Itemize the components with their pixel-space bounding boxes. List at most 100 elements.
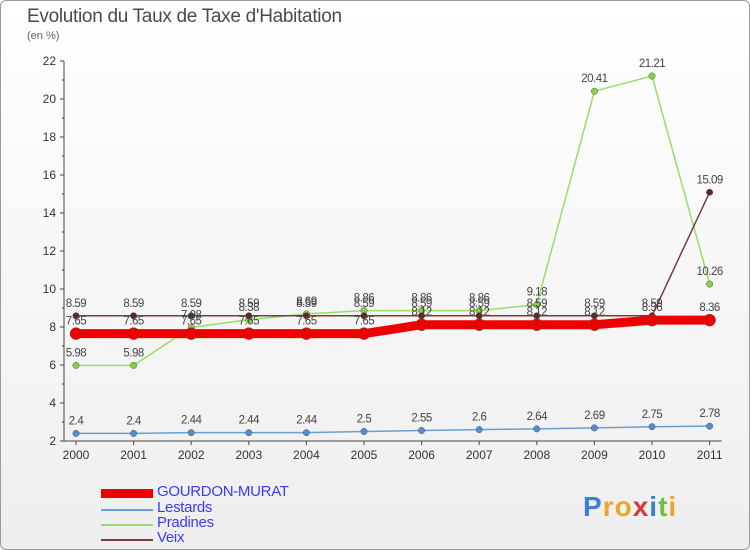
y-tick-label: 18 bbox=[43, 130, 57, 144]
data-label: 2.44 bbox=[239, 415, 260, 427]
data-label: 8.38 bbox=[239, 302, 259, 314]
data-point bbox=[184, 327, 198, 340]
data-point bbox=[588, 318, 601, 331]
x-tick-label: 2002 bbox=[178, 448, 205, 462]
chart-title: Evolution du Taux de Taxe d'Habitation bbox=[27, 6, 342, 27]
x-tick-label: 2007 bbox=[466, 448, 493, 462]
data-label: 7.65 bbox=[181, 316, 201, 328]
data-label: 10.26 bbox=[696, 266, 722, 278]
data-point bbox=[415, 318, 428, 331]
data-label: 7.65 bbox=[66, 316, 86, 328]
data-label: 8.59 bbox=[469, 298, 489, 310]
data-point bbox=[590, 87, 598, 95]
data-label: 8.59 bbox=[123, 298, 143, 310]
data-label: 7.65 bbox=[354, 316, 374, 328]
data-point bbox=[130, 361, 138, 369]
data-point bbox=[300, 327, 313, 340]
data-label: 2.75 bbox=[642, 409, 662, 421]
x-tick-label: 2000 bbox=[63, 448, 90, 462]
x-tick-label: 2003 bbox=[235, 448, 262, 462]
data-label: 8.86 bbox=[354, 293, 374, 305]
data-point bbox=[242, 327, 256, 340]
data-point bbox=[645, 313, 659, 327]
data-label: 2.6 bbox=[472, 412, 487, 424]
data-point bbox=[418, 427, 426, 434]
y-tick-label: 8 bbox=[49, 320, 56, 334]
data-label: 8.59 bbox=[354, 298, 374, 310]
y-tick-label: 2 bbox=[49, 434, 56, 448]
data-point bbox=[706, 280, 714, 288]
x-tick-label: 2005 bbox=[351, 448, 378, 462]
data-point bbox=[130, 429, 138, 437]
data-label: 2.55 bbox=[411, 413, 431, 425]
legend-swatch bbox=[101, 539, 153, 541]
y-tick-label: 14 bbox=[43, 206, 57, 220]
legend-label: Pradines bbox=[157, 514, 214, 531]
data-label: 8.86 bbox=[469, 293, 489, 305]
series-line-lestards bbox=[76, 425, 710, 435]
data-point bbox=[590, 424, 598, 432]
x-tick-label: 2008 bbox=[523, 448, 550, 462]
legend-swatch bbox=[101, 489, 153, 498]
y-tick-label: 16 bbox=[43, 168, 57, 182]
data-label: 8.86 bbox=[411, 293, 431, 305]
y-tick-label: 20 bbox=[43, 92, 57, 106]
data-point bbox=[72, 429, 80, 437]
data-point bbox=[72, 312, 80, 320]
data-point bbox=[130, 312, 138, 320]
logo-letter: o bbox=[614, 491, 633, 522]
data-label: 8.36 bbox=[699, 302, 719, 314]
legend-label: GOURDON-MURAT bbox=[157, 483, 289, 500]
data-label: 2.78 bbox=[699, 408, 719, 420]
data-label: 2.64 bbox=[527, 411, 548, 423]
data-point bbox=[69, 327, 83, 340]
logo-letter: i bbox=[649, 491, 659, 522]
x-tick-label: 2010 bbox=[639, 448, 666, 462]
data-label: 8.59 bbox=[642, 298, 662, 310]
data-point bbox=[533, 425, 541, 433]
data-label: 7.65 bbox=[239, 316, 259, 328]
legend-label: Lestards bbox=[157, 499, 213, 516]
axes: 2 4 6 8 10 12 14 16 18 20 22 2000 2001 2002 2003 2004 20… bbox=[43, 54, 723, 462]
data-point bbox=[533, 301, 541, 309]
data-point bbox=[187, 429, 195, 437]
data-labels: 7.65 7.65 7.65 7.65 7.65 7.65 8.12 8.12 8.12 8.12… bbox=[66, 58, 724, 427]
data-label: 7.65 bbox=[296, 316, 316, 328]
y-tick-label: 6 bbox=[49, 358, 56, 372]
data-point bbox=[475, 426, 483, 434]
y-tick-label: 4 bbox=[49, 396, 56, 410]
data-label: 8.12 bbox=[584, 307, 604, 319]
data-point bbox=[703, 313, 716, 327]
data-point bbox=[360, 428, 368, 435]
data-label: 8.12 bbox=[411, 307, 431, 319]
data-label: 2.44 bbox=[296, 415, 317, 427]
data-point bbox=[187, 312, 195, 320]
data-point bbox=[357, 327, 371, 340]
data-point bbox=[648, 423, 656, 431]
logo-letter: P bbox=[583, 491, 603, 522]
data-label: 8.12 bbox=[527, 307, 547, 319]
x-tick-label: 2011 bbox=[697, 448, 723, 462]
data-point bbox=[648, 72, 656, 80]
logo-letter: r bbox=[602, 491, 615, 522]
logo-letter: x bbox=[632, 491, 650, 522]
data-point bbox=[245, 429, 253, 437]
proxiti-logo: Proxiti bbox=[583, 491, 677, 523]
series-line-veix bbox=[76, 191, 711, 317]
data-point bbox=[245, 312, 253, 320]
data-label: 8.36 bbox=[642, 302, 662, 314]
data-label: 9.18 bbox=[527, 287, 547, 299]
data-label: 5.98 bbox=[123, 347, 143, 359]
data-point bbox=[127, 327, 140, 340]
data-label: 2.44 bbox=[181, 415, 202, 427]
data-label: 2.5 bbox=[357, 414, 372, 426]
x-tick-label: 2001 bbox=[120, 448, 147, 462]
data-label: 5.98 bbox=[66, 347, 86, 359]
legend-label: Veix bbox=[157, 529, 185, 546]
chart-subtitle: (en %) bbox=[27, 30, 60, 42]
data-label: 8.59 bbox=[527, 298, 547, 310]
data-label: 2.4 bbox=[69, 415, 85, 427]
data-point bbox=[302, 429, 310, 437]
